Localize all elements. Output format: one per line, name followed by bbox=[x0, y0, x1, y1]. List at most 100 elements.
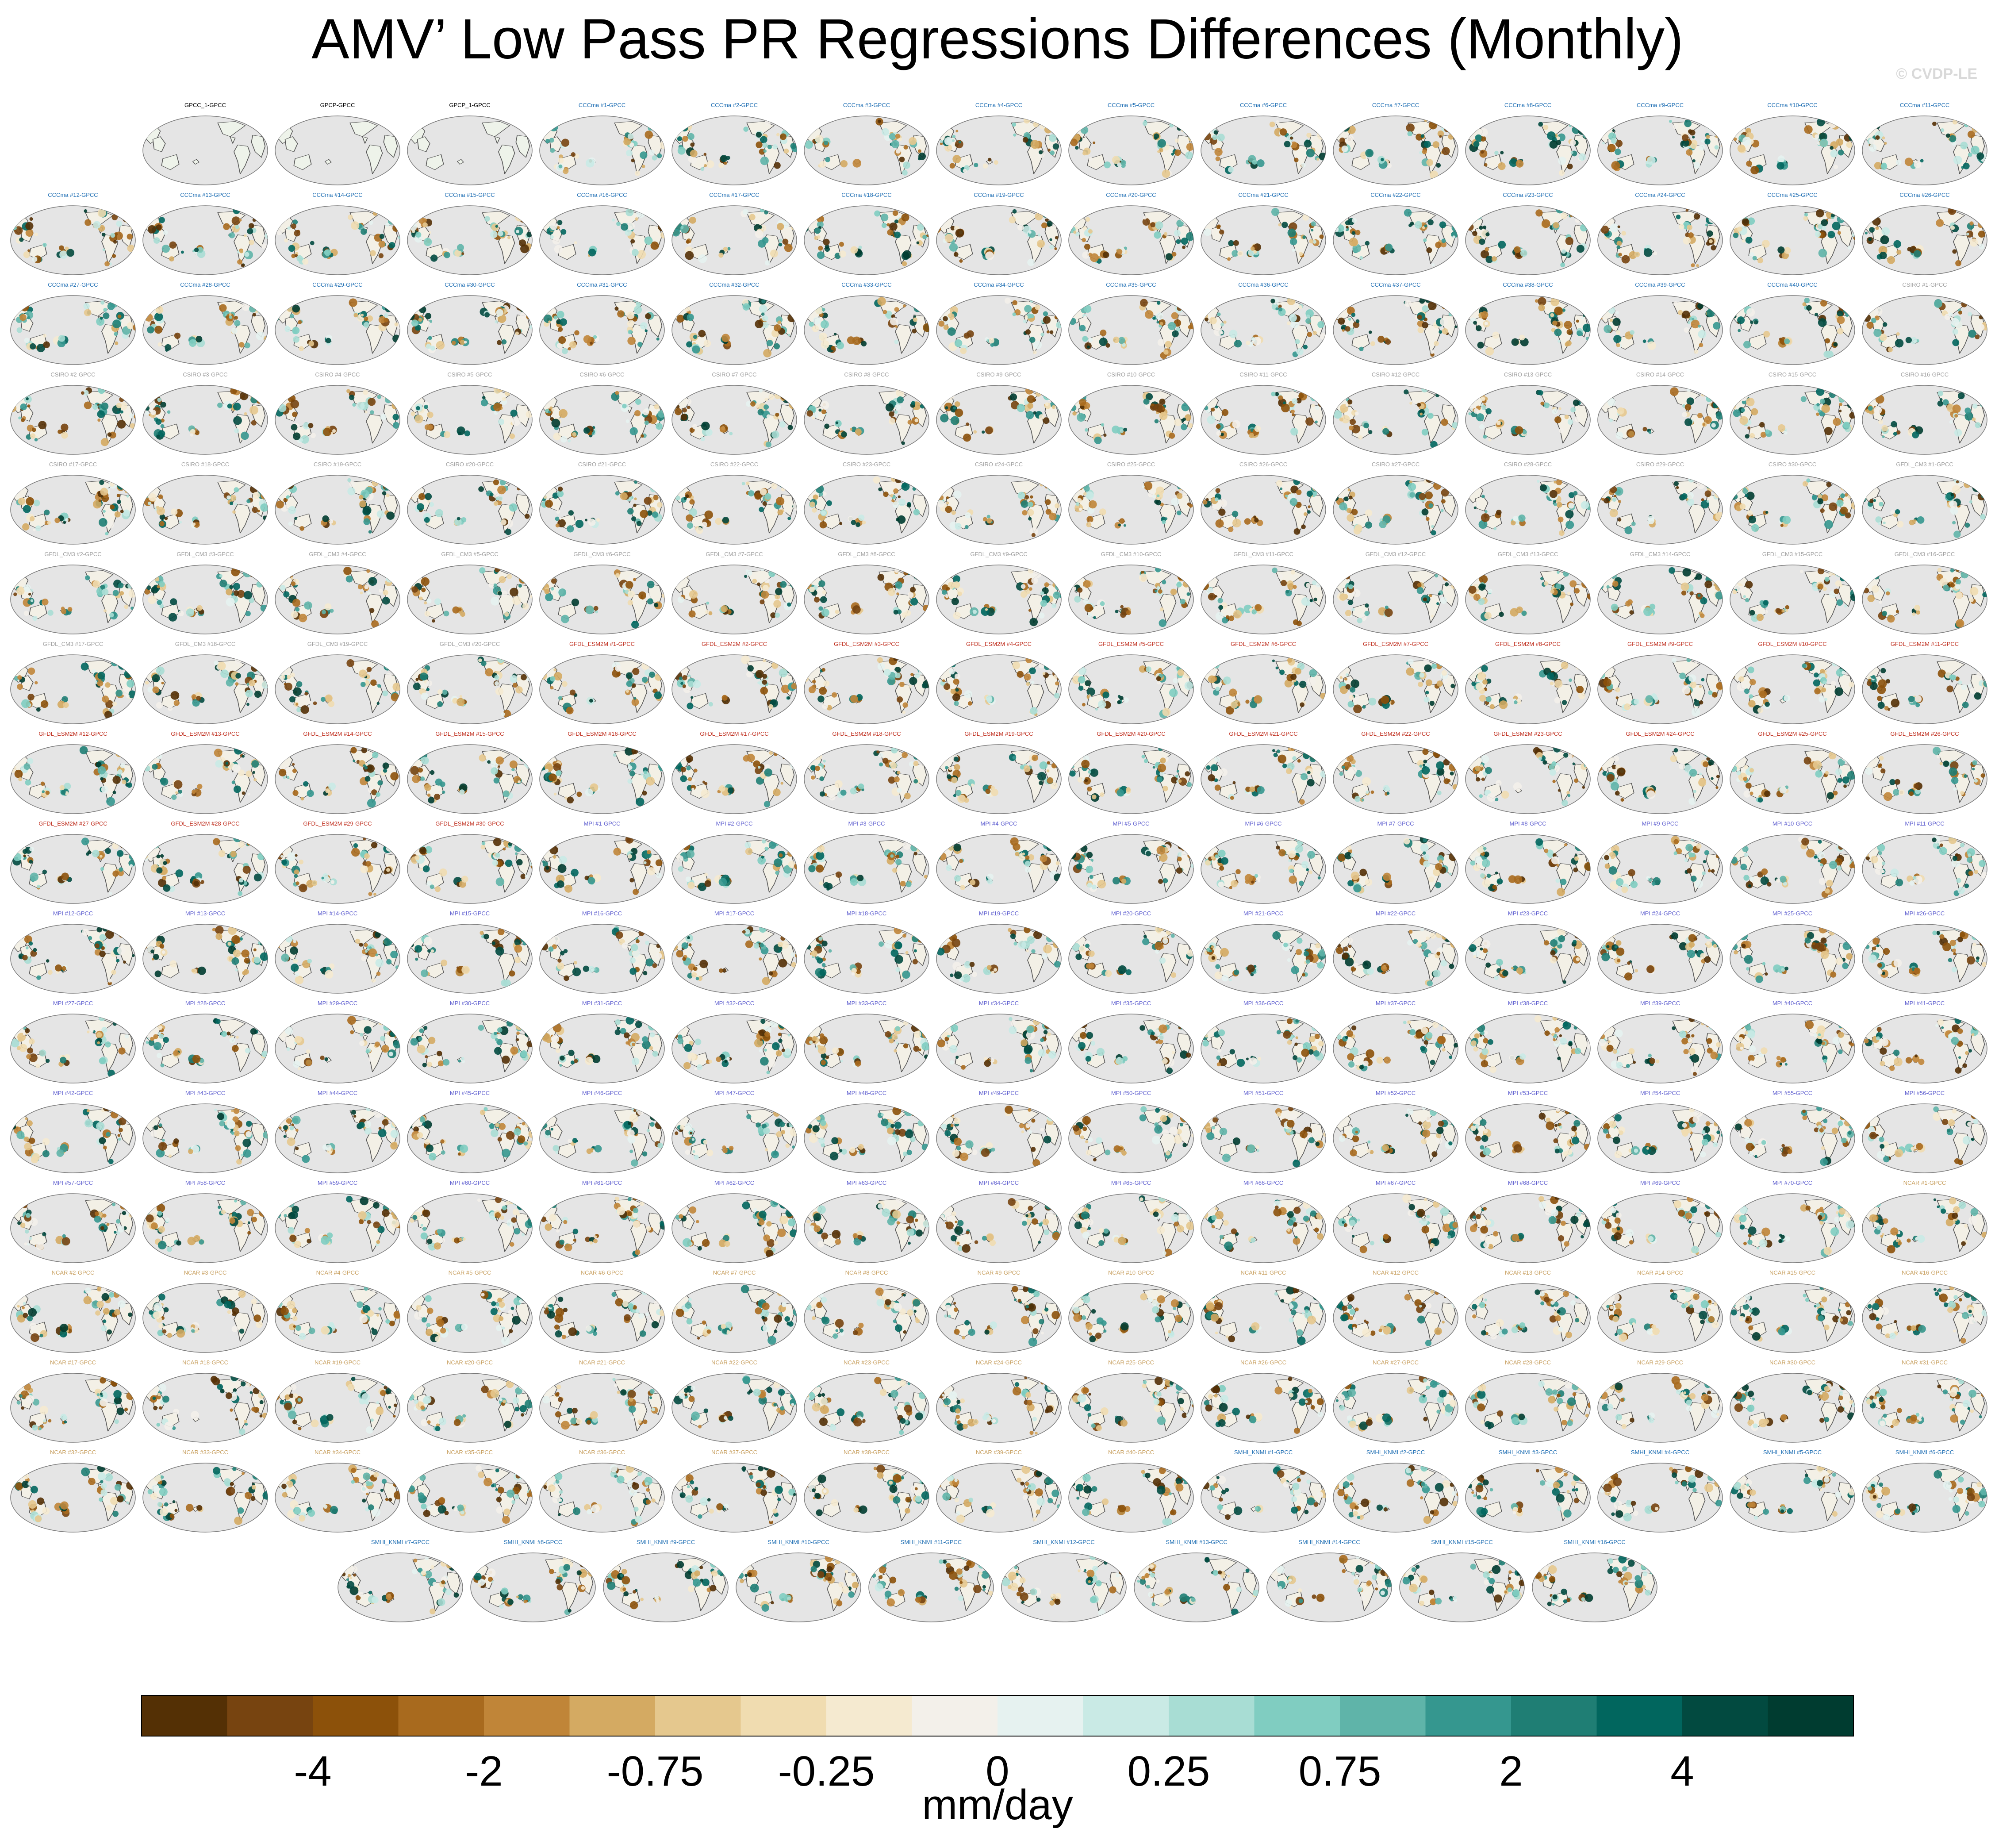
map-panel: NCAR #29-GPCC bbox=[1597, 1359, 1723, 1443]
colorbar-swatch bbox=[1340, 1695, 1426, 1736]
map-panel: NCAR #37-GPCC bbox=[671, 1449, 797, 1533]
panel-title: NCAR #34-GPCC bbox=[315, 1449, 361, 1456]
map-panel: CCCma #27-GPCC bbox=[10, 281, 136, 365]
map-panel: GFDL_ESM2M #11-GPCC bbox=[1862, 641, 1987, 724]
panel-title: MPI #31-GPCC bbox=[582, 1000, 622, 1007]
colorbar-tick-label: -0.75 bbox=[607, 1748, 704, 1795]
colorbar-swatch bbox=[740, 1695, 827, 1736]
panel-title: NCAR #31-GPCC bbox=[1902, 1359, 1948, 1366]
map-panel: NCAR #23-GPCC bbox=[804, 1359, 929, 1443]
panel-title: GFDL_ESM2M #8-GPCC bbox=[1495, 641, 1561, 647]
map-panel: MPI #32-GPCC bbox=[671, 1000, 797, 1083]
map-land bbox=[936, 746, 1061, 803]
map-panel: NCAR #34-GPCC bbox=[275, 1449, 400, 1533]
map-panel: MPI #22-GPCC bbox=[1333, 910, 1458, 994]
panel-title: SMHI_KNMI #12-GPCC bbox=[1033, 1539, 1094, 1545]
panel-title: MPI #48-GPCC bbox=[847, 1090, 886, 1096]
panel-title: MPI #47-GPCC bbox=[714, 1090, 754, 1096]
map-panel: NCAR #13-GPCC bbox=[1465, 1269, 1591, 1353]
map-panel: SMHI_KNMI #16-GPCC bbox=[1532, 1539, 1657, 1622]
panel-title: GFDL_ESM2M #18-GPCC bbox=[832, 730, 901, 737]
map-panel: GFDL_ESM2M #30-GPCC bbox=[407, 820, 533, 904]
panel-title: CSIRO #1-GPCC bbox=[1902, 281, 1947, 288]
panel-title: MPI #61-GPCC bbox=[582, 1179, 622, 1186]
panel-title: GFDL_CM3 #12-GPCC bbox=[1366, 551, 1426, 557]
map-panel: CSIRO #19-GPCC bbox=[275, 461, 400, 545]
map-panel: MPI #60-GPCC bbox=[407, 1179, 533, 1263]
panel-title: NCAR #21-GPCC bbox=[579, 1359, 625, 1366]
panel-title: CSIRO #27-GPCC bbox=[1372, 461, 1420, 468]
map-panel: CSIRO #1-GPCC bbox=[1862, 281, 1987, 365]
map-panel: MPI #69-GPCC bbox=[1597, 1179, 1723, 1263]
colorbar-tick-label: 4 bbox=[1670, 1748, 1694, 1795]
map-panel: GFDL_ESM2M #25-GPCC bbox=[1730, 730, 1855, 814]
panel-title: MPI #69-GPCC bbox=[1640, 1179, 1680, 1186]
panel-title: NCAR #1-GPCC bbox=[1903, 1179, 1946, 1186]
map-panel: SMHI_KNMI #15-GPCC bbox=[1399, 1539, 1525, 1622]
map-panel: GFDL_CM3 #8-GPCC bbox=[804, 551, 929, 634]
map-panel: MPI #2-GPCC bbox=[671, 820, 797, 904]
colorbar-swatch bbox=[1425, 1695, 1512, 1736]
map-panel: MPI #23-GPCC bbox=[1465, 910, 1591, 994]
map-panel: CCCma #34-GPCC bbox=[936, 281, 1062, 365]
map-land bbox=[1069, 118, 1193, 178]
map-panel: GPCP_1-GPCC bbox=[407, 102, 533, 185]
map-panel: CCCma #17-GPCC bbox=[671, 192, 797, 275]
map-panel: GPCP-GPCC bbox=[275, 102, 400, 185]
map-panel: MPI #28-GPCC bbox=[142, 1000, 268, 1083]
map-panel: MPI #42-GPCC bbox=[10, 1090, 136, 1173]
page-title: AMV’ Low Pass PR Regressions Differences… bbox=[311, 8, 1684, 71]
panel-title: CSIRO #13-GPCC bbox=[1504, 371, 1552, 378]
colorbar-swatch bbox=[142, 1695, 227, 1736]
map-land bbox=[275, 746, 400, 808]
map-land bbox=[12, 838, 135, 895]
map-panel: MPI #20-GPCC bbox=[1068, 910, 1194, 994]
panel-title: MPI #7-GPCC bbox=[1377, 820, 1414, 827]
panel-title: CCCma #35-GPCC bbox=[1106, 281, 1156, 288]
map-panel: SMHI_KNMI #1-GPCC bbox=[1201, 1449, 1326, 1533]
map-panel: GFDL_ESM2M #20-GPCC bbox=[1068, 730, 1194, 814]
panel-title: CSIRO #23-GPCC bbox=[843, 461, 890, 468]
map-land bbox=[1201, 837, 1326, 893]
panel-title: NCAR #5-GPCC bbox=[449, 1269, 491, 1276]
panel-title: SMHI_KNMI #15-GPCC bbox=[1431, 1539, 1492, 1545]
panel-title: CCCma #18-GPCC bbox=[841, 192, 891, 198]
map-land bbox=[1201, 296, 1326, 357]
map-panel: MPI #3-GPCC bbox=[804, 820, 929, 904]
colorbar: -4 -2 -0.75 -0.25 0 0.25 0.75 2 4 bbox=[141, 1695, 1854, 1795]
map-land bbox=[1466, 479, 1590, 536]
map-panel: MPI #64-GPCC bbox=[936, 1179, 1062, 1263]
panel-title: GFDL_ESM2M #23-GPCC bbox=[1493, 730, 1562, 737]
panel-title: MPI #17-GPCC bbox=[714, 910, 754, 917]
map-land bbox=[1466, 1106, 1590, 1162]
map-panel: CCCma #13-GPCC bbox=[142, 192, 268, 275]
panel-title: MPI #56-GPCC bbox=[1905, 1090, 1945, 1096]
panel-title: MPI #52-GPCC bbox=[1376, 1090, 1416, 1096]
panel-title: CCCma #19-GPCC bbox=[974, 192, 1024, 198]
colorbar-swatch bbox=[1511, 1695, 1597, 1736]
panel-title: NCAR #16-GPCC bbox=[1902, 1269, 1948, 1276]
colorbar-swatch bbox=[1254, 1695, 1340, 1736]
map-land bbox=[936, 1285, 1061, 1347]
map-land bbox=[936, 386, 1061, 444]
panel-title: MPI #64-GPCC bbox=[979, 1179, 1019, 1186]
map-panel: MPI #65-GPCC bbox=[1068, 1179, 1194, 1263]
map-panel: NCAR #30-GPCC bbox=[1730, 1359, 1855, 1443]
map-land bbox=[409, 1196, 532, 1252]
map-panel: NCAR #35-GPCC bbox=[407, 1449, 533, 1533]
colorbar-tick-label: -0.25 bbox=[778, 1748, 875, 1795]
panel-title: NCAR #22-GPCC bbox=[711, 1359, 757, 1366]
map-panel: SMHI_KNMI #14-GPCC bbox=[1266, 1539, 1392, 1622]
map-panel: GFDL_ESM2M #28-GPCC bbox=[142, 820, 268, 904]
map-panel: CSIRO #17-GPCC bbox=[10, 461, 136, 545]
panel-title: NCAR #37-GPCC bbox=[711, 1449, 757, 1456]
panel-title: CCCma #37-GPCC bbox=[1370, 281, 1420, 288]
map-panel: CSIRO #21-GPCC bbox=[539, 461, 665, 545]
map-panel: NCAR #14-GPCC bbox=[1597, 1269, 1723, 1353]
panel-title: MPI #21-GPCC bbox=[1243, 910, 1283, 917]
map-panel: GFDL_ESM2M #17-GPCC bbox=[671, 730, 797, 814]
panel-title: GFDL_ESM2M #24-GPCC bbox=[1626, 730, 1694, 737]
map-panel: MPI #43-GPCC bbox=[142, 1090, 268, 1173]
panel-title: CSIRO #17-GPCC bbox=[49, 461, 97, 468]
panel-title: MPI #66-GPCC bbox=[1243, 1179, 1283, 1186]
